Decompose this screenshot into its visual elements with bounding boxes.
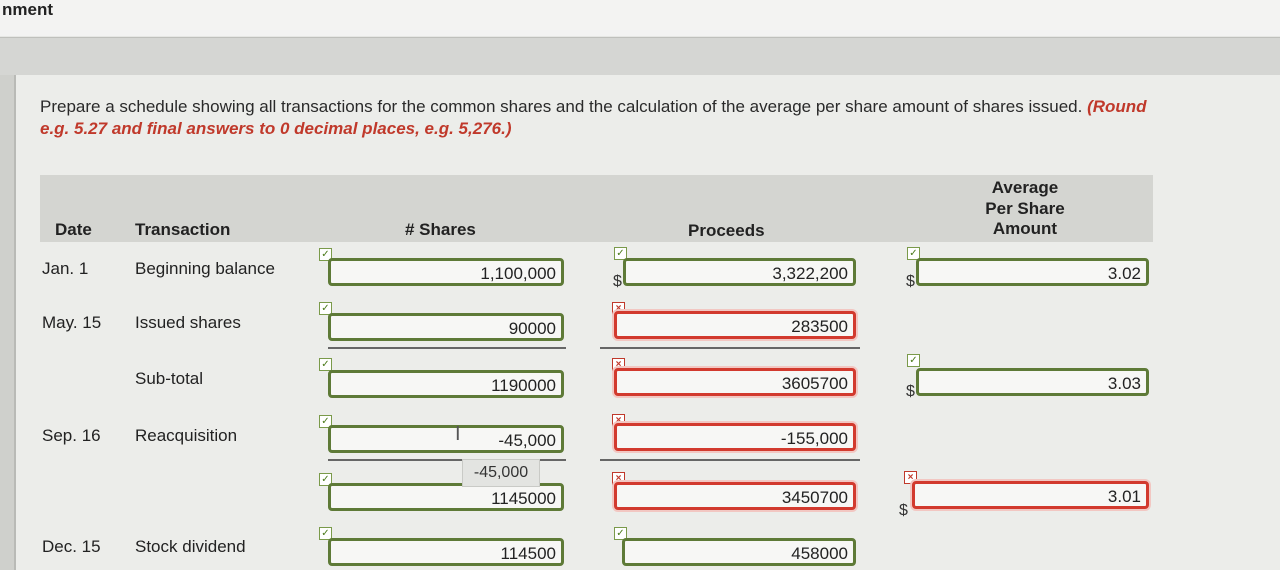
row1-transaction: Beginning balance	[135, 259, 275, 278]
header-proceeds: Proceeds	[688, 221, 765, 240]
row4-shares-input[interactable]: -45,000	[328, 425, 564, 453]
check-icon: ✓	[319, 248, 332, 261]
subtotal-underline	[600, 347, 860, 349]
total-underline	[600, 459, 860, 461]
check-icon: ✓	[907, 247, 920, 260]
row2-transaction: Issued shares	[135, 313, 241, 332]
row2-proceeds-input[interactable]: 283500	[614, 311, 856, 339]
text-cursor-icon: I	[455, 423, 461, 445]
total-underline	[328, 459, 566, 461]
row2-shares-input[interactable]: 90000	[328, 313, 564, 341]
row4-proceeds-input[interactable]: -155,000	[614, 423, 856, 451]
row2-date: May. 15	[42, 313, 102, 332]
row3-proceeds-input[interactable]: 3605700	[614, 368, 856, 396]
row1-proceeds-input[interactable]: 3,322,200	[623, 258, 856, 286]
row5-proceeds-input[interactable]: 3450700	[614, 482, 856, 510]
check-icon: ✓	[907, 354, 920, 367]
row6-date: Dec. 15	[42, 537, 101, 556]
x-icon: ×	[904, 471, 917, 484]
row1-proceeds-currency: $	[613, 273, 622, 290]
row1-shares-input[interactable]: 1,100,000	[328, 258, 564, 286]
page-title-fragment: nment	[2, 0, 53, 19]
value-tooltip: -45,000	[462, 459, 540, 487]
header-avg-line3: Amount	[992, 219, 1058, 238]
check-icon: ✓	[319, 415, 332, 428]
row4-date: Sep. 16	[42, 426, 101, 445]
row3-transaction: Sub-total	[135, 369, 204, 388]
top-bar: nment	[0, 0, 1280, 36]
row3-shares-input[interactable]: 1190000	[328, 370, 564, 398]
check-icon: ✓	[614, 527, 627, 540]
header-date: Date	[55, 220, 92, 239]
header-band	[0, 37, 1280, 76]
row1-avg-input[interactable]: 3.02	[916, 258, 1149, 286]
header-average: Average Per Share Amount	[955, 178, 1095, 240]
header-avg-line2: Per Share	[985, 198, 1065, 218]
instructions-emphasis-2: e.g. 5.27 and final answers to 0 decimal…	[40, 119, 512, 138]
table-header	[40, 175, 1153, 242]
row4-transaction: Reacquisition	[135, 426, 238, 445]
subtotal-underline	[328, 347, 566, 349]
check-icon: ✓	[319, 358, 332, 371]
row5-shares-input[interactable]: 1145000	[328, 483, 564, 511]
row3-avg-currency: $	[906, 383, 915, 400]
row1-date: Jan. 1	[42, 259, 89, 278]
check-icon: ✓	[319, 527, 332, 540]
row3-avg-input[interactable]: 3.03	[916, 368, 1149, 396]
instructions-text: Prepare a schedule showing all transacti…	[40, 97, 1083, 116]
instructions-emphasis-1: (Round	[1087, 97, 1147, 116]
check-icon: ✓	[319, 473, 332, 486]
header-shares: # Shares	[405, 220, 476, 239]
header-avg-line1: Average	[991, 178, 1059, 197]
check-icon: ✓	[614, 247, 627, 260]
row6-shares-input[interactable]: 114500	[328, 538, 564, 566]
instructions: Prepare a schedule showing all transacti…	[40, 96, 1280, 140]
row5-avg-input[interactable]: 3.01	[912, 481, 1149, 509]
row6-transaction: Stock dividend	[135, 537, 246, 556]
header-transaction: Transaction	[135, 220, 231, 239]
row5-avg-currency: $	[899, 502, 908, 519]
row6-proceeds-input[interactable]: 458000	[622, 538, 856, 566]
row1-avg-currency: $	[906, 273, 915, 290]
left-rail	[0, 75, 16, 570]
check-icon: ✓	[319, 302, 332, 315]
